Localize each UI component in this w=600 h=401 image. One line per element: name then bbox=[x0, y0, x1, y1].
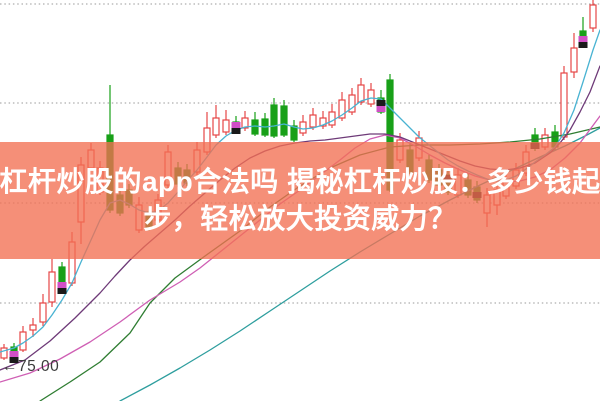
caption-line-1: 杠杆炒股的app合法吗 揭秘杠杆炒股：多少钱起 bbox=[0, 166, 600, 197]
price-label: ←75.00 bbox=[2, 358, 60, 375]
caption-banner: 杠杆炒股的app合法吗 揭秘杠杆炒股：多少钱起 步，轻松放大投资威力？ bbox=[0, 142, 600, 259]
caption-line-2: 步，轻松放大投资威力？ bbox=[143, 203, 457, 234]
